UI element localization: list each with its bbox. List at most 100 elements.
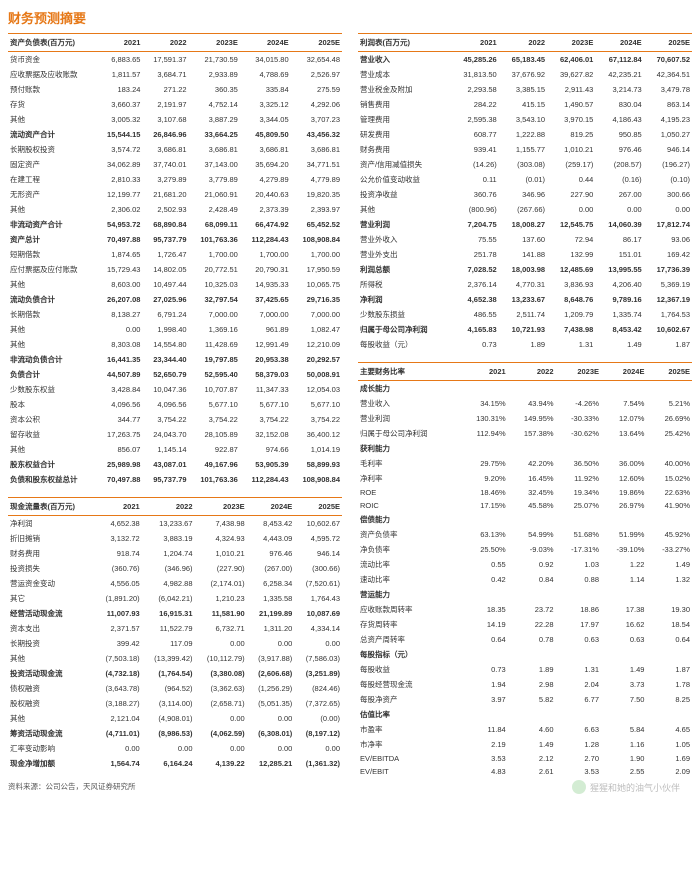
cell-value: -30.33% xyxy=(556,411,601,426)
cell-value: 5,677.10 xyxy=(291,397,342,412)
cell-value: 3,344.05 xyxy=(240,112,291,127)
row-label: 其他 xyxy=(8,277,96,292)
cell-value: 36,400.12 xyxy=(291,427,342,442)
table-row: 营业收入45,285.2665,183.4562,406.0167,112.84… xyxy=(358,52,692,68)
year-col: 2025E xyxy=(646,363,692,381)
cell-value: 1,874.65 xyxy=(96,247,142,262)
cell-value: 830.04 xyxy=(595,97,643,112)
cell-value: 2.70 xyxy=(556,752,601,765)
cell-value: 1,564.74 xyxy=(94,756,142,771)
cell-value: 4,165.83 xyxy=(450,322,498,337)
cell-value: 58,379.03 xyxy=(240,367,291,382)
cell-value: 0.00 xyxy=(142,741,195,756)
cell-value: 918.74 xyxy=(94,546,142,561)
cell-value: (4,732.18) xyxy=(94,666,142,681)
cell-value: 42,235.21 xyxy=(595,67,643,82)
cell-value: 8,453.42 xyxy=(595,322,643,337)
cell-value: 8,138.27 xyxy=(96,307,142,322)
table-row: 流动负债合计26,207.0827,025.9632,797.5437,425.… xyxy=(8,292,342,307)
table-row: 资产/信用减值损失(14.26)(303.08)(259.17)(208.57)… xyxy=(358,157,692,172)
row-label: 股权融资 xyxy=(8,696,94,711)
year-col: 2024E xyxy=(601,363,646,381)
cell-value: 11,347.33 xyxy=(240,382,291,397)
table-row: 研发费用608.771,222.88819.25950.851,050.27 xyxy=(358,127,692,142)
cell-value: 183.24 xyxy=(96,82,142,97)
cell-value: 3,005.32 xyxy=(96,112,142,127)
row-label: 预付账款 xyxy=(8,82,96,97)
cell-value: 6.63 xyxy=(556,722,601,737)
cell-value: 1,369.16 xyxy=(189,322,240,337)
cell-value xyxy=(601,381,646,397)
cell-value: 50,008.91 xyxy=(291,367,342,382)
cell-value: 1,050.27 xyxy=(644,127,692,142)
cell-value: -30.62% xyxy=(556,426,601,441)
cell-value xyxy=(601,441,646,456)
cell-value: 344.77 xyxy=(96,412,142,427)
cell-value: 1,014.19 xyxy=(291,442,342,457)
cell-value: 4,096.56 xyxy=(142,397,188,412)
cell-value: 608.77 xyxy=(450,127,498,142)
watermark-text: 猩猩和她的油气小伙伴 xyxy=(590,781,680,794)
cell-value: 43,456.32 xyxy=(291,127,342,142)
cell-value: 40.00% xyxy=(646,456,692,471)
cell-value: 14,060.39 xyxy=(595,217,643,232)
cell-value: 2.19 xyxy=(460,737,508,752)
table-row: 债权融资(3,643.78)(964.52)(3,362.63)(1,256.2… xyxy=(8,681,342,696)
cell-value: 101,763.36 xyxy=(189,232,240,247)
cell-value: 7,000.00 xyxy=(189,307,240,322)
year-col: 2023E xyxy=(547,34,595,52)
cell-value: 4,279.89 xyxy=(240,172,291,187)
cell-value: 39,627.82 xyxy=(547,67,595,82)
cell-value: (0.00) xyxy=(294,711,342,726)
table-row: 汇率变动影响0.000.000.000.000.00 xyxy=(8,741,342,756)
year-col: 2024E xyxy=(595,34,643,52)
cell-value: 4,770.31 xyxy=(499,277,547,292)
cell-value: 0.00 xyxy=(294,741,342,756)
year-col: 2022 xyxy=(499,34,547,52)
cell-value: 35,694.20 xyxy=(240,157,291,172)
year-col: 2021 xyxy=(460,363,508,381)
cell-value: 1,082.47 xyxy=(291,322,342,337)
table-row: 公允价值变动收益0.11(0.01)0.44(0.16)(0.10) xyxy=(358,172,692,187)
cell-value: 0.11 xyxy=(450,172,498,187)
table-row: ROE18.46%32.45%19.34%19.86%22.63% xyxy=(358,486,692,499)
row-label: 获利能力 xyxy=(358,441,460,456)
table-row: 其他(800.96)(267.66)0.000.000.00 xyxy=(358,202,692,217)
cell-value: 12,210.09 xyxy=(291,337,342,352)
cell-value: 16.62 xyxy=(601,617,646,632)
row-label: 成长能力 xyxy=(358,381,460,397)
cell-value: 17,591.37 xyxy=(142,52,188,68)
year-col: 2025E xyxy=(291,34,342,52)
row-label: 筹资活动现金流 xyxy=(8,726,94,741)
row-label: 每股净资产 xyxy=(358,692,460,707)
cell-value: 18,008.27 xyxy=(499,217,547,232)
table-row: 非流动资产合计54,953.7268,890.8468,099.1166,474… xyxy=(8,217,342,232)
year-col: 2021 xyxy=(96,34,142,52)
table-row: 留存收益17,263.7524,043.7028,105.8932,152.08… xyxy=(8,427,342,442)
cell-value: 1,998.40 xyxy=(142,322,188,337)
cell-value: 1,700.00 xyxy=(240,247,291,262)
cell-value: 1,145.14 xyxy=(142,442,188,457)
cell-value: 68,890.84 xyxy=(142,217,188,232)
row-label: 非流动负债合计 xyxy=(8,352,96,367)
cell-value: 21,199.89 xyxy=(247,606,295,621)
cell-value: 108,908.84 xyxy=(291,472,342,487)
table-row: 财务费用939.411,155.771,010.21976.46946.14 xyxy=(358,142,692,157)
cell-value: 2,511.74 xyxy=(499,307,547,322)
cell-value xyxy=(556,707,601,722)
cell-value: 2,502.93 xyxy=(142,202,188,217)
cell-value: (8,197.12) xyxy=(294,726,342,741)
cell-value: 75.55 xyxy=(450,232,498,247)
cell-value: 45.92% xyxy=(646,527,692,542)
cell-value xyxy=(508,587,556,602)
cell-value: 2,428.49 xyxy=(189,202,240,217)
row-label: 存货 xyxy=(8,97,96,112)
row-label: 营业外收入 xyxy=(358,232,450,247)
cell-value: (3,188.27) xyxy=(94,696,142,711)
cell-value: 4,982.88 xyxy=(142,576,195,591)
cell-value: 0.63 xyxy=(556,632,601,647)
cell-value: 1,700.00 xyxy=(189,247,240,262)
row-label: 资产总计 xyxy=(8,232,96,247)
table-row: 无形资产12,199.7721,681.2021,060.9120,440.63… xyxy=(8,187,342,202)
cell-value: 1,155.77 xyxy=(499,142,547,157)
